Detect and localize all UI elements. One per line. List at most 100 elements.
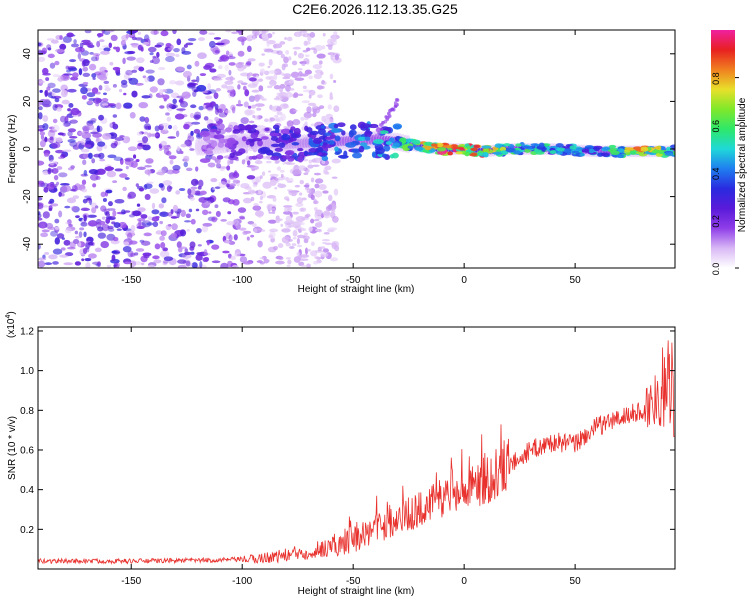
spectrogram-ridge-blob bbox=[492, 151, 503, 155]
spectrogram-noise-blob bbox=[70, 165, 75, 169]
spectrogram-noise-blob bbox=[59, 254, 69, 258]
spectrogram-noise-blob bbox=[257, 211, 261, 217]
spectrogram-noise-blob bbox=[125, 33, 129, 39]
spectrogram-noise-blob bbox=[190, 218, 196, 225]
spectrogram-noise-blob bbox=[42, 211, 50, 219]
spectrogram-noise-blob bbox=[274, 186, 278, 190]
spectrogram-noise-blob bbox=[291, 243, 297, 247]
spectrogram-noise-blob bbox=[158, 66, 166, 71]
spectrogram-noise-blob bbox=[261, 229, 266, 232]
spectrogram-noise-blob bbox=[160, 30, 169, 37]
spectrogram-noise-blob bbox=[38, 56, 46, 63]
spectrogram-noise-blob bbox=[248, 72, 253, 77]
spectrogram-ridge-blob bbox=[257, 139, 263, 147]
spectrogram-noise-blob bbox=[70, 107, 80, 116]
spectrogram-noise-blob bbox=[43, 98, 51, 106]
spectrogram-noise-blob bbox=[317, 228, 323, 233]
spectrogram-noise-blob bbox=[210, 178, 218, 183]
spectrogram-ridge-blob bbox=[255, 153, 264, 160]
spectrogram-ridge-blob bbox=[588, 148, 595, 154]
spectrogram-noise-blob bbox=[273, 73, 278, 81]
spectrogram-noise-blob bbox=[243, 230, 252, 234]
spectrogram-ytick-label: 0 bbox=[22, 146, 33, 152]
spectrogram-noise-blob bbox=[233, 234, 238, 241]
spectrogram-ridge-blob bbox=[393, 104, 398, 109]
spectrogram-noise-blob bbox=[228, 69, 232, 76]
spectrogram-ridge-blob bbox=[630, 151, 637, 155]
spectrogram-noise-blob bbox=[49, 129, 58, 133]
spectrogram-ridge-blob bbox=[610, 150, 620, 155]
snr-series-line bbox=[38, 340, 675, 565]
spectrogram-noise-blob bbox=[227, 211, 232, 215]
spectrogram-noise-blob bbox=[170, 232, 178, 239]
spectrogram-noise-blob bbox=[124, 157, 134, 162]
spectrogram-noise-blob bbox=[86, 197, 92, 201]
spectrogram-noise-blob bbox=[111, 254, 116, 262]
spectrogram-ridge-blob bbox=[199, 158, 211, 163]
spectrogram-noise-blob bbox=[307, 33, 311, 36]
spectrogram-ridge-blob bbox=[608, 144, 617, 149]
spectrogram-noise-blob bbox=[63, 73, 73, 76]
spectrogram-xtick-label: -100 bbox=[232, 275, 252, 286]
spectrogram-noise-blob bbox=[165, 224, 172, 231]
spectrogram-noise-blob bbox=[136, 203, 141, 207]
spectrogram-noise-blob bbox=[56, 181, 60, 186]
spectrogram-noise-blob bbox=[316, 85, 324, 90]
spectrogram-noise-blob bbox=[191, 79, 198, 82]
spectrogram-ridge-blob bbox=[297, 147, 304, 152]
spectrogram-noise-blob bbox=[159, 88, 164, 96]
spectrogram-noise-blob bbox=[207, 83, 211, 90]
spectrogram-ridge-blob bbox=[337, 122, 346, 128]
spectrogram-noise-blob bbox=[162, 89, 168, 93]
spectrogram-noise-blob bbox=[123, 261, 132, 265]
spectrogram-noise-blob bbox=[81, 258, 85, 262]
spectrogram-noise-blob bbox=[279, 87, 284, 93]
spectrogram-noise-blob bbox=[130, 160, 138, 168]
spectrogram-noise-blob bbox=[38, 100, 42, 107]
spectrogram-noise-blob bbox=[38, 257, 47, 261]
spectrogram-ridge-blob bbox=[322, 142, 328, 146]
spectrogram-noise-blob bbox=[293, 256, 301, 263]
spectrogram-noise-blob bbox=[297, 93, 304, 97]
spectrogram-noise-blob bbox=[106, 170, 117, 178]
spectrogram-noise-blob bbox=[77, 52, 82, 60]
spectrogram-noise-blob bbox=[243, 101, 249, 108]
spectrogram-ridge-blob bbox=[245, 124, 253, 131]
spectrogram-noise-blob bbox=[327, 194, 333, 202]
spectrogram-ridge-blob bbox=[259, 146, 271, 154]
spectrogram-noise-blob bbox=[306, 188, 312, 194]
spectrogram-ridge-blob bbox=[392, 123, 403, 130]
spectrogram-ridge-blob bbox=[290, 126, 296, 131]
snr-ytick-label: 1.2 bbox=[20, 326, 34, 337]
spectrogram-noise-blob bbox=[303, 111, 312, 119]
spectrogram-noise-blob bbox=[38, 80, 45, 84]
spectrogram-noise-blob bbox=[90, 118, 97, 122]
spectrogram-noise-blob bbox=[193, 114, 201, 120]
spectrogram-noise-blob bbox=[247, 83, 258, 88]
spectrogram-ridge-blob bbox=[481, 145, 492, 149]
spectrogram-ridge-blob bbox=[464, 151, 470, 157]
spectrogram-noise-blob bbox=[281, 73, 287, 76]
spectrogram-ridge-blob bbox=[653, 146, 662, 150]
spectrogram-noise-blob bbox=[120, 39, 127, 47]
spectrogram-noise-blob bbox=[310, 47, 316, 51]
spectrogram-noise-blob bbox=[237, 50, 245, 57]
spectrogram-ridge-blob bbox=[618, 148, 625, 153]
spectrogram-noise-blob bbox=[167, 47, 174, 51]
snr-ytick-label: 1.0 bbox=[20, 366, 34, 377]
spectrogram-noise-blob bbox=[67, 246, 76, 250]
spectrogram-noise-blob bbox=[186, 229, 190, 232]
spectrogram-noise-blob bbox=[306, 59, 310, 64]
spectrogram-noise-blob bbox=[187, 188, 192, 196]
spectrogram-noise-blob bbox=[158, 183, 164, 188]
spectrogram-noise-blob bbox=[177, 247, 183, 253]
spectrogram-noise-blob bbox=[256, 31, 261, 36]
spectrogram-noise-blob bbox=[279, 83, 286, 89]
spectrogram-noise-blob bbox=[304, 54, 310, 58]
spectrogram-noise-blob bbox=[189, 148, 195, 151]
spectrogram-noise-blob bbox=[157, 169, 166, 176]
spectrogram-noise-blob bbox=[153, 30, 158, 35]
spectrogram-noise-blob bbox=[296, 31, 300, 37]
spectrogram-noise-blob bbox=[147, 125, 152, 130]
spectrogram-noise-blob bbox=[320, 252, 329, 258]
